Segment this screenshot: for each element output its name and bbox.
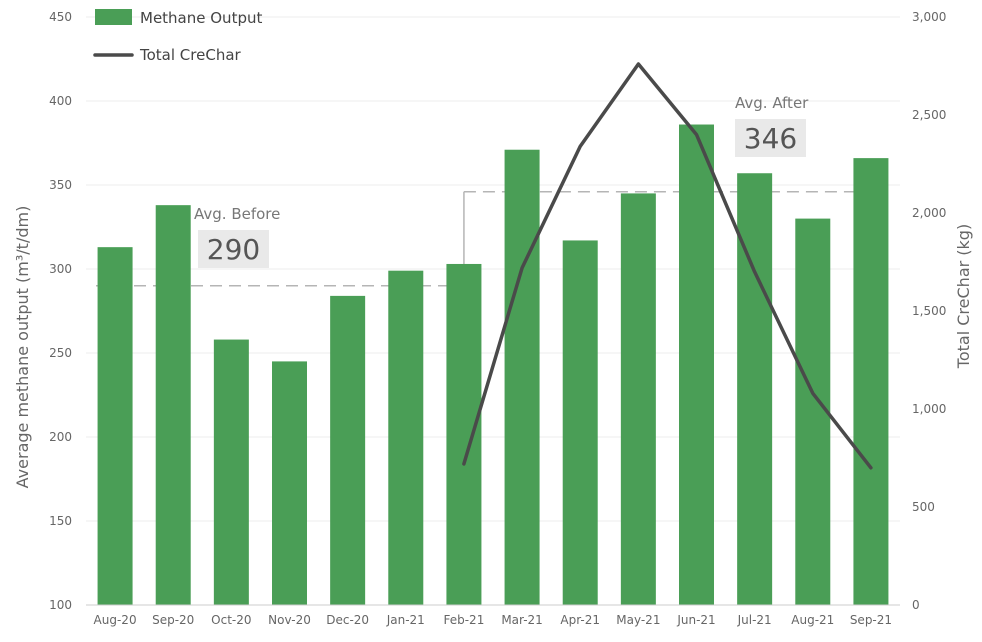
y-right-tick-label: 1,000	[912, 402, 946, 416]
bar	[504, 149, 540, 605]
x-tick-label: Apr-21	[560, 613, 600, 627]
x-tick-label: Jul-21	[737, 613, 772, 627]
y-left-tick-label: 150	[49, 514, 72, 528]
crechar-line	[462, 62, 873, 470]
bar	[213, 339, 249, 605]
avg-after-label: Avg. After	[735, 94, 809, 112]
annotation-avg-after: Avg. After 346	[735, 94, 809, 157]
legend: Methane Output Total CreChar	[93, 9, 262, 64]
x-tick-label: Oct-20	[211, 613, 251, 627]
x-tick-label: Nov-20	[268, 613, 311, 627]
line-series	[462, 62, 873, 470]
bar	[272, 361, 307, 605]
x-tick-label: Sep-21	[850, 613, 892, 627]
y-right-tick-label: 2,000	[912, 206, 946, 220]
x-tick-label: Dec-20	[326, 613, 369, 627]
bar	[97, 247, 133, 605]
x-tick-label: Feb-21	[443, 613, 484, 627]
x-tick-label: Sep-20	[152, 613, 194, 627]
y-left-tick-label: 250	[49, 346, 72, 360]
bar	[737, 173, 773, 606]
x-tick-label: Jun-21	[676, 613, 715, 627]
x-tick-label: Aug-21	[791, 613, 834, 627]
x-tick-label: Mar-21	[501, 613, 542, 627]
bar	[155, 205, 191, 605]
y-axis-left-title: Average methane output (m³/t/dm)	[13, 206, 32, 489]
bar	[562, 240, 598, 605]
y-right-tick-label: 2,500	[912, 108, 946, 122]
legend-label-methane: Methane Output	[140, 9, 262, 27]
y-left-tick-label: 400	[49, 94, 72, 108]
y-right-tick-label: 3,000	[912, 10, 946, 24]
bar	[853, 158, 889, 605]
bar	[388, 270, 424, 605]
y-right-tick-label: 1,500	[912, 304, 946, 318]
bar	[620, 193, 656, 605]
y-left-tick-label: 200	[49, 430, 72, 444]
y-left-tick-label: 450	[49, 10, 72, 24]
avg-before-label: Avg. Before	[194, 205, 280, 223]
x-tick-label: May-21	[616, 613, 660, 627]
avg-before-box	[198, 230, 269, 268]
avg-before-value: 290	[207, 233, 260, 266]
y-axis-right-title: Total CreChar (kg)	[954, 224, 973, 369]
y-left-tick-label: 100	[49, 598, 72, 612]
x-tick-label: Jan-21	[386, 613, 425, 627]
y-right-tick-label: 0	[912, 598, 920, 612]
bar	[330, 295, 366, 605]
avg-after-value: 346	[744, 122, 797, 155]
x-tick-label: Aug-20	[94, 613, 137, 627]
y-left-tick-label: 350	[49, 178, 72, 192]
bar	[795, 218, 831, 605]
avg-after-box	[735, 119, 806, 157]
axes: 100 150 200 250 300 350 400 450 0 500 1,000 1,500 2,…	[49, 10, 946, 627]
annotation-avg-before: Avg. Before 290	[194, 205, 280, 268]
legend-label-crechar: Total CreChar	[139, 46, 242, 64]
y-right-tick-label: 500	[912, 500, 935, 514]
bar	[446, 263, 482, 605]
legend-swatch-methane	[95, 9, 132, 25]
bar	[679, 124, 714, 606]
bar-series	[97, 124, 889, 606]
y-left-tick-label: 300	[49, 262, 72, 276]
